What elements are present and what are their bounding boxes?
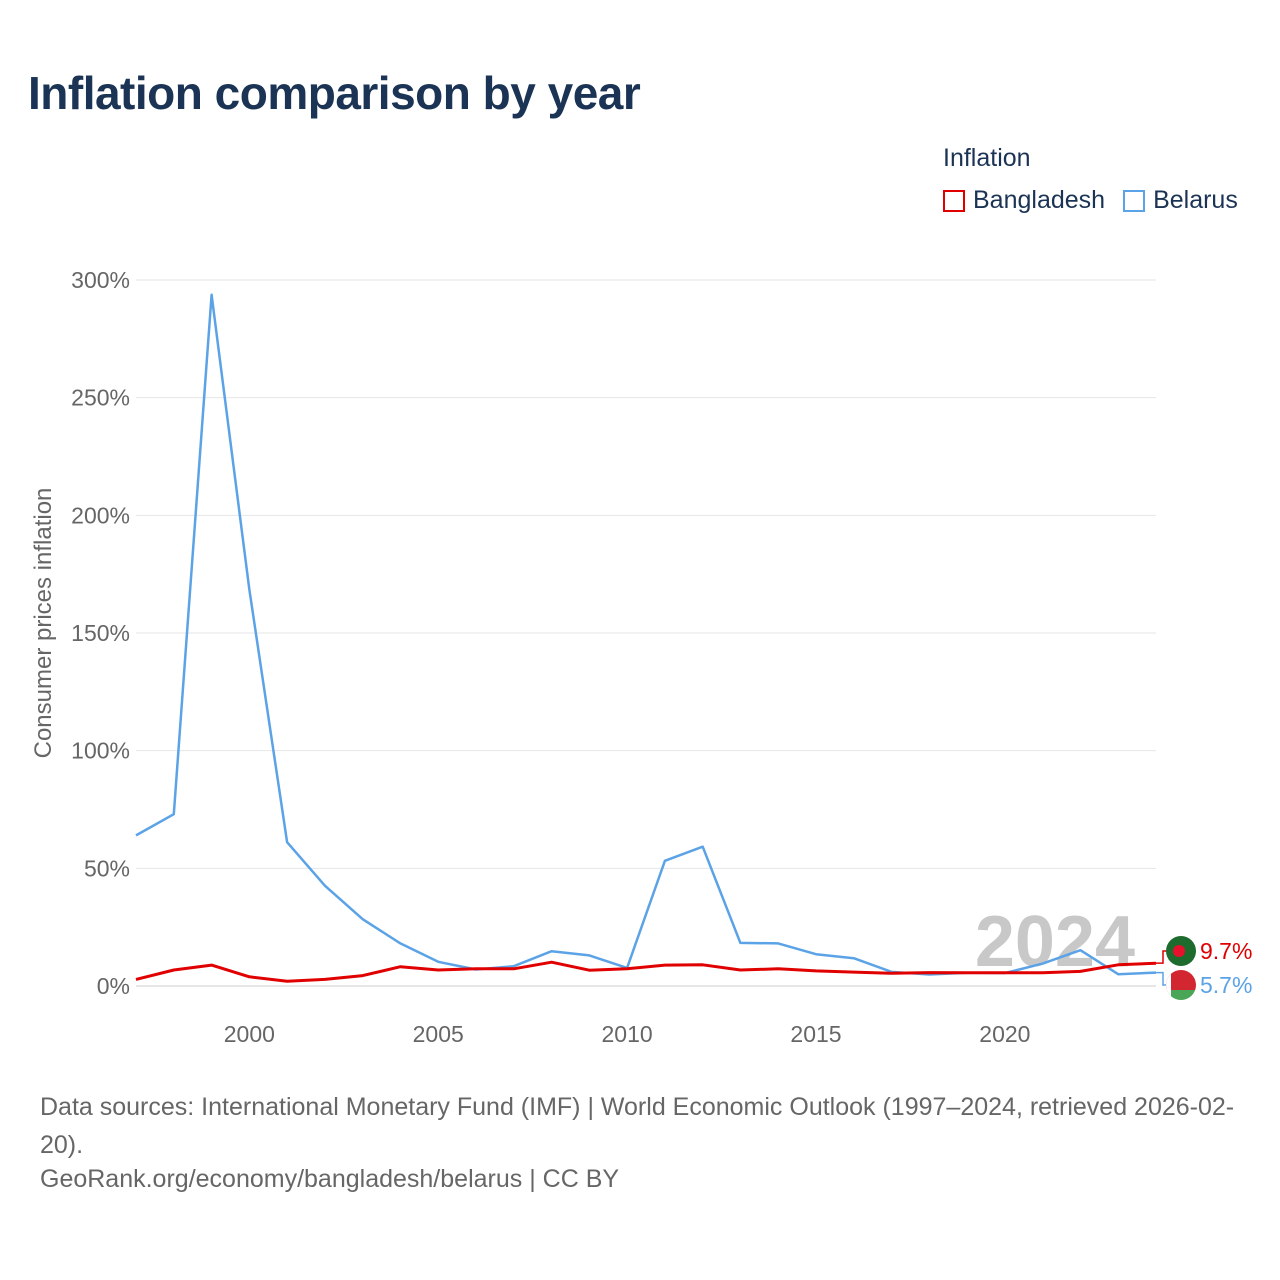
legend-swatch-belarus — [1123, 189, 1146, 212]
x-tick-label: 2000 — [224, 1021, 275, 1047]
series-end-markers: 9.7% 5.7% — [1156, 936, 1252, 1000]
y-axis-label: Consumer prices inflation — [30, 488, 57, 759]
y-tick-label: 150% — [71, 620, 130, 646]
legend-item-belarus[interactable]: Belarus — [1123, 186, 1238, 215]
legend-label-belarus: Belarus — [1153, 186, 1238, 214]
legend-title: Inflation — [943, 144, 1031, 172]
page-title: Inflation comparison by year — [28, 67, 641, 119]
x-tick-label: 2015 — [790, 1021, 841, 1047]
end-value-label-bangladesh: 9.7% — [1200, 938, 1252, 964]
belarus-flag-icon — [1166, 970, 1196, 1000]
y-tick-label: 50% — [84, 855, 130, 881]
y-tick-label: 200% — [71, 502, 130, 528]
legend-item-bangladesh[interactable]: Bangladesh — [943, 186, 1105, 215]
gridlines — [136, 279, 1156, 987]
x-tick-label: 2005 — [413, 1021, 464, 1047]
y-tick-label: 250% — [71, 385, 130, 411]
credit-link[interactable]: GeoRank.org/economy/bangladesh/belarus |… — [40, 1165, 620, 1193]
x-axis-ticks: 2000 2005 2010 2015 2020 — [224, 1021, 1031, 1047]
x-tick-label: 2010 — [602, 1021, 653, 1047]
y-tick-label: 100% — [71, 738, 130, 764]
y-tick-label: 0% — [97, 973, 130, 999]
series-line-bangladesh[interactable] — [135, 960, 1157, 983]
bangladesh-flag-disc — [1173, 945, 1185, 957]
series-line-belarus[interactable] — [135, 293, 1157, 976]
data-sources: Data sources: International Monetary Fun… — [40, 1093, 1235, 1159]
legend-label-bangladesh: Bangladesh — [973, 186, 1106, 214]
legend: Bangladesh Belarus — [943, 186, 1256, 215]
end-value-label-belarus: 5.7% — [1200, 972, 1252, 998]
legend-swatch-bangladesh — [943, 189, 965, 212]
series-lines — [135, 293, 1157, 983]
y-tick-label: 300% — [71, 267, 130, 293]
y-axis-ticks: 0% 50% 100% 150% 200% 250% 300% — [71, 267, 130, 999]
x-tick-label: 2020 — [979, 1021, 1030, 1047]
